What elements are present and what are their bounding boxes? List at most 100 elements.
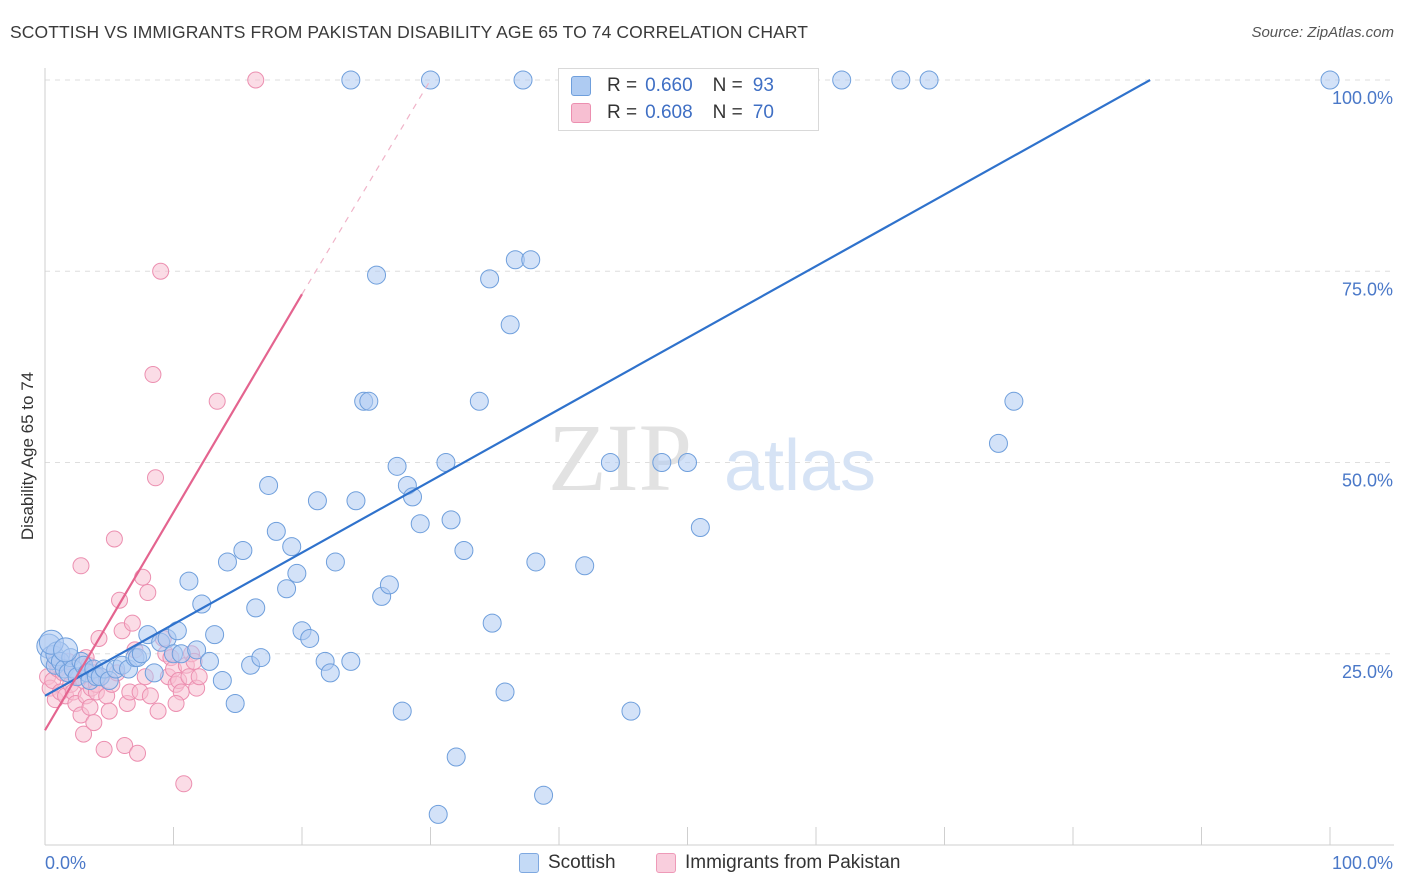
data-point-scottish (410, 514, 430, 534)
chart-source: Source: ZipAtlas.com (1251, 24, 1394, 41)
axes (44, 68, 1394, 846)
data-point-scottish (346, 491, 366, 511)
data-point-pakistan (100, 702, 118, 720)
data-point-scottish (1320, 70, 1340, 90)
data-point-scottish (428, 804, 448, 824)
stats-r-label: R = (607, 75, 638, 96)
y-tick-label: 100.0% (1332, 88, 1393, 108)
y-tick-label: 50.0% (1342, 471, 1393, 491)
data-point-scottish (480, 269, 500, 289)
data-point-scottish (179, 571, 199, 591)
x-tick-label: 100.0% (1332, 853, 1393, 873)
trend-line-pakistan (44, 293, 303, 731)
data-point-scottish (988, 433, 1008, 453)
stats-r-value: 0.660 (645, 75, 693, 96)
stats-n-label: N = (712, 102, 743, 123)
data-point-scottish (600, 453, 620, 472)
y-tick-label: 75.0% (1342, 279, 1393, 299)
data-point-scottish (690, 518, 710, 538)
legend-item-scottish[interactable]: Scottish (519, 852, 616, 874)
data-point-pakistan (208, 392, 226, 410)
data-point-scottish (387, 456, 407, 476)
data-point-pakistan (247, 71, 265, 89)
stats-swatch-pakistan (571, 103, 591, 123)
data-point-pakistan (72, 557, 90, 575)
data-point-scottish (392, 701, 412, 721)
watermark-zip: ZIP (548, 404, 692, 511)
legend-item-pakistan[interactable]: Immigrants from Pakistan (656, 852, 900, 874)
stats-n-value: 70 (752, 102, 774, 123)
data-point-scottish (282, 537, 302, 557)
legend-label-scottish: Scottish (548, 852, 616, 873)
data-point-scottish (534, 785, 554, 805)
data-point-scottish (454, 540, 474, 560)
data-point-scottish (832, 70, 852, 90)
stats-n-value: 93 (752, 75, 774, 96)
x-tick-label: 0.0% (45, 853, 86, 873)
data-point-scottish (325, 552, 345, 572)
data-point-scottish (144, 663, 164, 683)
trend-lines (44, 79, 1151, 731)
gridlines (45, 79, 1394, 655)
data-point-scottish (446, 747, 466, 767)
data-point-pakistan (95, 740, 113, 758)
watermark-atlas: atlas (724, 426, 876, 506)
data-point-pakistan (123, 614, 141, 632)
data-point-scottish (513, 70, 533, 90)
y-tick-label: 25.0% (1342, 662, 1393, 682)
data-point-pakistan (105, 530, 123, 548)
data-point-pakistan (147, 469, 165, 487)
data-point-pakistan (190, 668, 208, 686)
data-point-scottish (1004, 391, 1024, 411)
tick-labels: 25.0% 50.0% 75.0% 100.0% 0.0% 100.0% (45, 88, 1393, 873)
data-point-scottish (259, 475, 279, 495)
data-point-scottish (482, 613, 502, 633)
data-point-scottish (287, 563, 307, 583)
stats-row-scottish: R = 0.660 N = 93 (571, 73, 774, 99)
stats-n-label: N = (712, 75, 743, 96)
data-point-scottish (199, 651, 219, 671)
stats-r-value: 0.608 (645, 102, 693, 123)
data-point-pakistan (175, 775, 193, 793)
data-point-scottish (500, 315, 520, 335)
stats-swatch-scottish (571, 76, 591, 96)
data-point-pakistan (134, 568, 152, 586)
data-point-scottish (919, 70, 939, 90)
data-point-pakistan (144, 366, 162, 384)
data-point-scottish (53, 637, 79, 663)
legend-swatch-scottish (519, 853, 539, 873)
data-point-scottish (379, 575, 399, 595)
data-point-scottish (341, 70, 361, 90)
legend-label-pakistan: Immigrants from Pakistan (685, 852, 901, 873)
data-point-scottish (233, 540, 253, 560)
stats-box: R = 0.660 N = 93 R = 0.608 N = 70 (558, 68, 819, 131)
data-point-scottish (469, 391, 489, 411)
legend: Scottish Immigrants from Pakistan (0, 848, 1406, 880)
data-point-scottish (652, 453, 672, 472)
legend-swatch-pakistan (656, 853, 676, 873)
data-point-scottish (251, 648, 271, 668)
data-point-scottish (367, 265, 387, 285)
chart-title: SCOTTISH VS IMMIGRANTS FROM PAKISTAN DIS… (10, 22, 809, 42)
stats-r-label: R = (607, 102, 638, 123)
stats-row-pakistan: R = 0.608 N = 70 (571, 100, 774, 126)
data-point-scottish (621, 701, 641, 721)
data-point-scottish (441, 510, 461, 530)
data-point-scottish (575, 556, 595, 576)
data-point-scottish (212, 671, 232, 691)
data-point-pakistan (139, 584, 157, 602)
data-point-scottish (521, 250, 541, 270)
data-point-pakistan (129, 744, 147, 762)
data-point-pakistan (141, 687, 159, 705)
data-point-scottish (131, 644, 151, 664)
data-point-pakistan (149, 702, 167, 720)
data-point-scottish (495, 682, 515, 702)
data-point-pakistan (75, 725, 93, 743)
watermark: ZIP atlas (548, 404, 876, 511)
trend-line-scottish (44, 79, 1151, 697)
data-point-scottish (187, 640, 207, 660)
data-point-scottish (359, 391, 379, 411)
data-point-scottish (341, 651, 361, 671)
data-point-scottish (526, 552, 546, 572)
y-axis-label: Disability Age 65 to 74 (18, 372, 37, 540)
